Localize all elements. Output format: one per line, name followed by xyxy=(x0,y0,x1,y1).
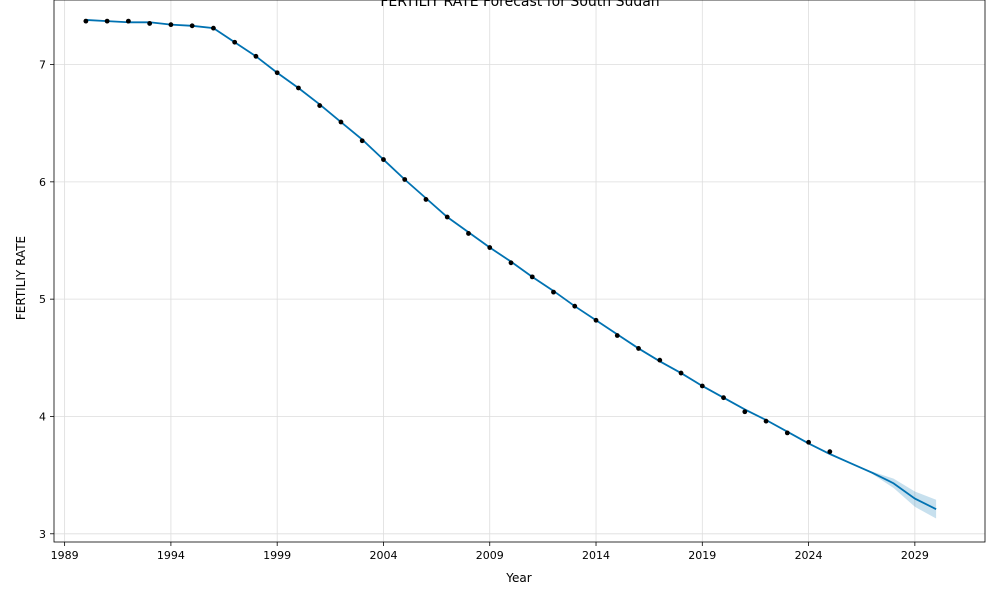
y-tick-label: 4 xyxy=(39,410,46,423)
y-tick-label: 5 xyxy=(39,293,46,306)
observed-point xyxy=(147,21,153,26)
x-tick-label: 1994 xyxy=(157,549,185,562)
observed-point xyxy=(423,197,429,202)
observed-point xyxy=(806,439,811,445)
grid-layer xyxy=(54,0,985,542)
chart-title: FERTILIY RATE Forecast for South Sudan xyxy=(380,0,659,10)
x-tick-label: 1999 xyxy=(263,549,291,562)
observed-point xyxy=(83,18,89,24)
observed-point xyxy=(168,22,174,28)
observed-point xyxy=(784,430,790,436)
observed-point xyxy=(657,357,663,363)
observed-point xyxy=(274,70,280,76)
observed-point xyxy=(189,23,195,29)
observed-point xyxy=(359,138,365,144)
observed-point xyxy=(487,245,493,250)
x-axis-label: Year xyxy=(505,571,531,585)
axes-layer: 1989 1994 1999 2004 2009 2014 2019 2024 2029 3 4 5 6… xyxy=(39,0,986,562)
x-tick-label: 2024 xyxy=(795,549,823,562)
y-tick-label: 3 xyxy=(39,528,46,541)
observed-point xyxy=(636,346,641,351)
observed-point xyxy=(317,103,323,108)
observed-point xyxy=(381,157,386,162)
observed-point xyxy=(551,289,556,295)
observed-point xyxy=(444,214,450,220)
x-tick-label: 2014 xyxy=(582,549,610,562)
x-tick-label: 2019 xyxy=(688,549,716,562)
observed-point xyxy=(253,53,259,59)
observed-point xyxy=(125,18,131,24)
observed-point xyxy=(508,260,514,266)
observed-point xyxy=(529,274,535,280)
observed-point xyxy=(338,119,344,125)
observed-point xyxy=(402,177,408,182)
y-axis-label: FERTILIY RATE xyxy=(14,236,28,320)
observed-point xyxy=(699,383,705,389)
observed-point xyxy=(296,85,301,91)
observed-points-layer xyxy=(83,18,833,455)
plot-frame xyxy=(53,0,986,543)
observed-point xyxy=(593,317,599,323)
observed-point xyxy=(104,18,110,24)
observed-point xyxy=(466,231,471,236)
observed-point xyxy=(742,409,748,415)
observed-point xyxy=(721,395,726,401)
x-tick-label: 2004 xyxy=(369,549,397,562)
x-tick-label: 1989 xyxy=(51,549,79,562)
x-tick-label: 2009 xyxy=(476,549,504,562)
observed-point xyxy=(232,39,238,45)
observed-point xyxy=(678,370,684,376)
y-tick-label: 7 xyxy=(39,59,46,72)
observed-point xyxy=(572,303,578,309)
y-tick-label: 6 xyxy=(39,176,46,189)
observed-point xyxy=(614,333,620,338)
x-tick-label: 2029 xyxy=(901,549,929,562)
observed-point xyxy=(827,449,833,455)
observed-point xyxy=(763,418,769,424)
observed-point xyxy=(211,25,216,31)
